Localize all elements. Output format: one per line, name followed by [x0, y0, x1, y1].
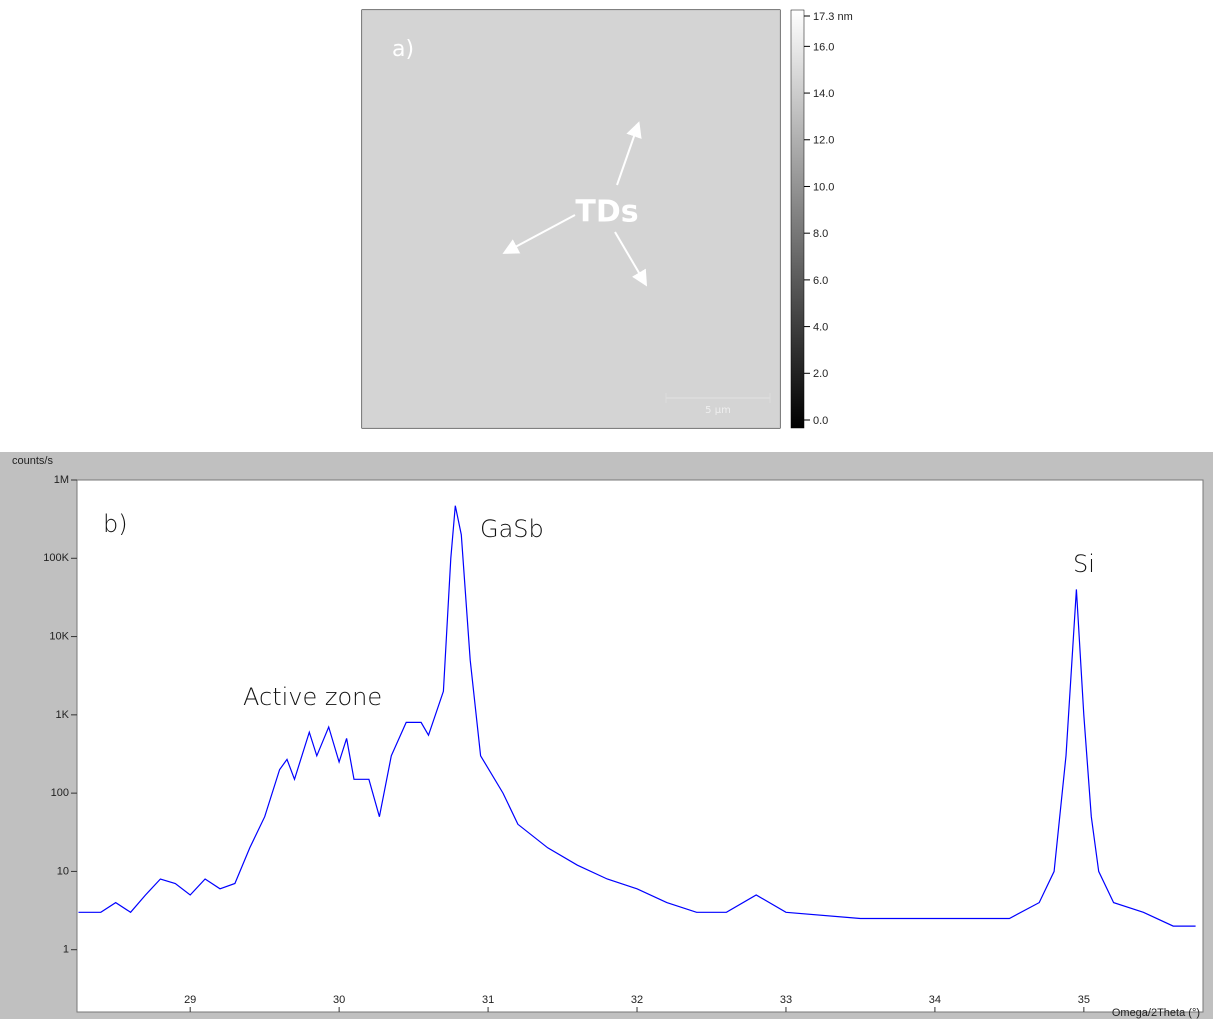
x-axis-label: Omega/2Theta (°)	[1112, 1007, 1200, 1019]
panel-label: b)	[103, 510, 128, 538]
colorbar-tick-label: 10.0	[813, 181, 834, 193]
x-tick-label: 33	[780, 994, 792, 1006]
colorbar-tick-label: 2.0	[813, 368, 828, 380]
colorbar-tick-label: 4.0	[813, 321, 828, 333]
colorbar-tick-label: 16.0	[813, 41, 834, 53]
arrow	[502, 214, 576, 254]
colorbar-tick-label: 14.0	[813, 88, 834, 100]
data-line	[78, 505, 1196, 927]
colorbar-tick-label: 12.0	[813, 135, 834, 147]
y-tick-label: 1M	[54, 474, 69, 486]
annotation: TDs	[575, 195, 638, 230]
x-tick-label: 31	[482, 994, 494, 1006]
y-tick-label: 1	[63, 944, 69, 956]
afm-panel: a) TDs 5 µm	[361, 9, 805, 429]
y-tick-label: 10K	[49, 630, 69, 642]
annotation: GaSb	[480, 515, 544, 543]
plot-area	[76, 479, 1204, 1013]
annotation: Si	[1073, 550, 1095, 578]
y-tick-label: 10	[57, 865, 69, 877]
afm-texture	[362, 10, 780, 428]
arrow	[616, 121, 642, 186]
y-tick-label: 100	[51, 787, 69, 799]
x-tick-label: 35	[1078, 994, 1090, 1006]
x-tick-label: 34	[929, 994, 941, 1006]
y-tick-label: 100K	[43, 552, 69, 564]
arrow	[614, 231, 648, 287]
colorbar	[790, 9, 805, 429]
y-axis-label: counts/s	[12, 455, 53, 467]
colorbar-tick-label: 0.0	[813, 415, 828, 427]
panel-label: a)	[392, 37, 414, 62]
colorbar-tick-label: 8.0	[813, 228, 828, 240]
scale-bar-label: 5 µm	[705, 405, 731, 416]
annotation: Active zone	[243, 683, 382, 711]
y-tick-label: 1K	[56, 709, 70, 721]
x-tick-label: 32	[631, 994, 643, 1006]
colorbar-tick-label: 6.0	[813, 275, 828, 287]
colorbar-tick-label: 17.3 nm	[813, 11, 853, 23]
x-tick-label: 30	[333, 994, 345, 1006]
xrd-panel: counts/s Omega/2Theta (°) b)	[0, 452, 1213, 1019]
x-tick-label: 29	[184, 994, 196, 1006]
